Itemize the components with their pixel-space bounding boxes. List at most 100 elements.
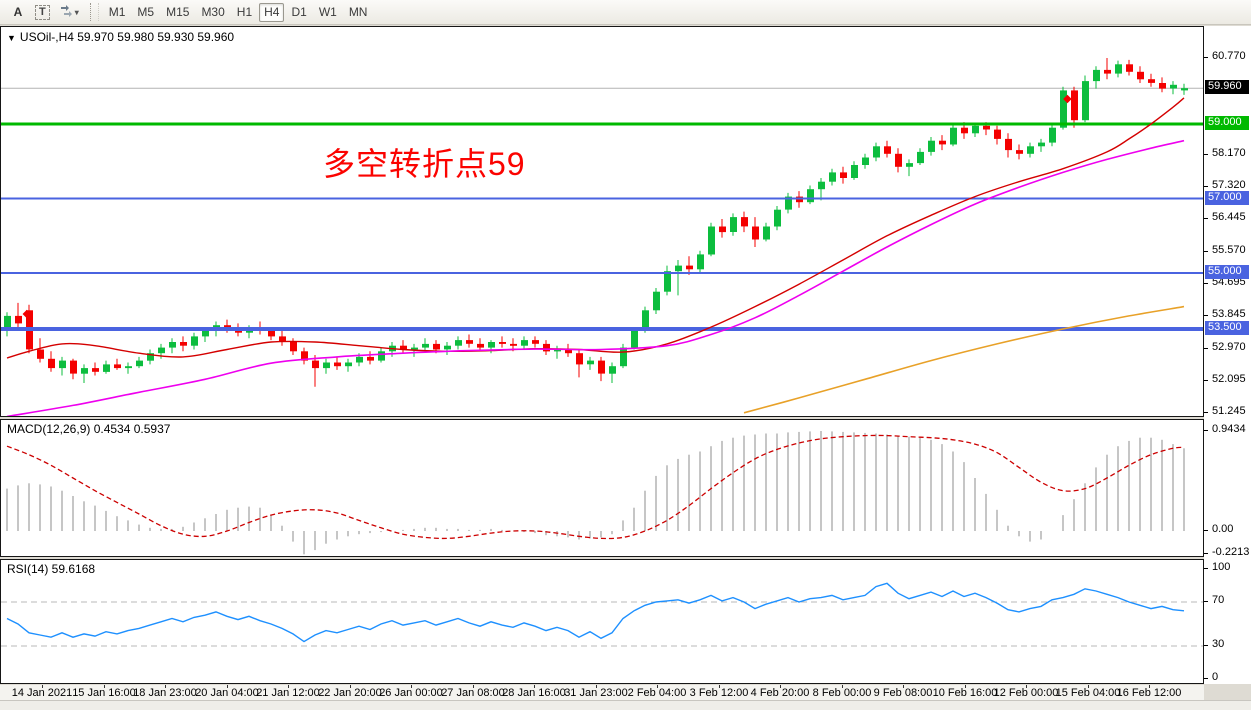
time-tick-label: 14 Jan 2021 [11, 687, 73, 699]
time-tick-mark [719, 685, 720, 688]
rsi-pane[interactable]: RSI(14) 59.6168 [0, 559, 1204, 684]
price-tick-label: 57.320 [1212, 179, 1246, 191]
time-tick-mark [350, 685, 351, 688]
text-label-icon: T [35, 4, 50, 20]
price-tick-label: 53.845 [1212, 308, 1246, 320]
candlestick-canvas[interactable] [1, 27, 1203, 416]
timeframe-m30-button[interactable]: M30 [196, 3, 229, 22]
time-tick-mark [780, 685, 781, 688]
time-tick-mark [965, 685, 966, 688]
price-tick-label: 0.00 [1212, 523, 1234, 535]
time-tick-label: 2 Feb 04:00 [627, 687, 687, 699]
timeframe-m15-button[interactable]: M15 [161, 3, 194, 22]
time-tick-mark [1088, 685, 1089, 688]
price-tick-mark [1204, 315, 1208, 316]
main-chart-pane[interactable]: ▼ USOil-,H4 59.970 59.980 59.930 59.960 多… [0, 26, 1204, 417]
time-tick-label: 27 Jan 08:00 [441, 687, 505, 699]
timeframe-w1-button[interactable]: W1 [314, 3, 342, 22]
time-tick-label: 9 Feb 08:00 [873, 687, 933, 699]
price-tick-mark [1204, 251, 1208, 252]
price-tick-mark [1204, 57, 1208, 58]
price-tick-mark [1204, 601, 1208, 602]
timeframe-h1-button[interactable]: H1 [232, 3, 257, 22]
price-tick-mark [1204, 553, 1208, 554]
arrows-icon [60, 4, 73, 20]
time-tick-mark [411, 685, 412, 688]
price-tick-label: 60.770 [1212, 50, 1246, 62]
timeframe-m1-button[interactable]: M1 [104, 3, 131, 22]
time-tick-mark [657, 685, 658, 688]
time-tick-label: 10 Feb 16:00 [932, 687, 998, 699]
price-tick-mark [1204, 645, 1208, 646]
price-tick-label: 56.445 [1212, 211, 1246, 223]
price-tick-mark [1204, 348, 1208, 349]
time-tick-mark [473, 685, 474, 688]
time-tick-label: 26 Jan 00:00 [379, 687, 443, 699]
time-tick-mark [227, 685, 228, 688]
price-tick-label: 0 [1212, 671, 1219, 683]
price-tick-mark [1204, 412, 1208, 413]
price-tick-label: 54.695 [1212, 276, 1246, 288]
timeframe-m5-button[interactable]: M5 [132, 3, 159, 22]
time-tick-label: 31 Jan 23:00 [564, 687, 628, 699]
price-badge: 59.960 [1205, 80, 1249, 94]
style-dropdown-button[interactable]: ▾ [56, 2, 83, 22]
price-tick-label: 52.095 [1212, 373, 1246, 385]
chevron-down-icon: ▾ [74, 7, 79, 17]
time-tick-label: 3 Feb 12:00 [689, 687, 749, 699]
time-tick-label: 28 Jan 16:00 [502, 687, 566, 699]
price-tick-label: 100 [1212, 561, 1231, 573]
price-tick-label: 52.970 [1212, 341, 1246, 353]
chart-title: ▼ USOil-,H4 59.970 59.980 59.930 59.960 [7, 30, 234, 44]
time-tick-label: 8 Feb 00:00 [812, 687, 872, 699]
time-tick-label: 16 Feb 12:00 [1116, 687, 1182, 699]
time-tick-mark [288, 685, 289, 688]
annotation-text: 多空转折点59 [323, 146, 526, 182]
price-tick-mark [1204, 430, 1208, 431]
time-tick-label: 12 Feb 00:00 [993, 687, 1059, 699]
macd-label: MACD(12,26,9) 0.4534 0.5937 [7, 422, 171, 436]
rsi-label: RSI(14) 59.6168 [7, 562, 96, 576]
timeframe-d1-button[interactable]: D1 [286, 3, 311, 22]
time-axis[interactable]: 14 Jan 2021 15 Jan 16:00 18 Jan 23:00 20 Ja… [0, 685, 1204, 700]
macd-canvas[interactable] [1, 420, 1203, 556]
price-tick-label: 55.570 [1212, 244, 1246, 256]
time-tick-label: 20 Jan 04:00 [195, 687, 259, 699]
time-tick-label: 15 Feb 04:00 [1055, 687, 1121, 699]
price-axis[interactable]: 60.770 58.170 57.320 56.445 55.570 54.695 53.8… [1204, 26, 1251, 684]
toolbar-separator [89, 3, 99, 21]
price-tick-mark [1204, 530, 1208, 531]
time-tick-mark [534, 685, 535, 688]
timeframe-h4-button[interactable]: H4 [259, 2, 285, 22]
text-tool-button[interactable]: A [7, 2, 29, 22]
price-tick-mark [1204, 380, 1208, 381]
time-tick-mark [903, 685, 904, 688]
timeframe-mn-button[interactable]: MN [344, 3, 373, 22]
rsi-canvas[interactable] [1, 560, 1203, 683]
price-tick-label: 30 [1212, 638, 1225, 650]
price-tick-label: 70 [1212, 594, 1225, 606]
time-tick-mark [104, 685, 105, 688]
time-tick-label: 21 Jan 12:00 [256, 687, 320, 699]
timeframe-group: M1 M5 M15 M30 H1 H4 D1 W1 MN [103, 2, 374, 22]
time-tick-label: 4 Feb 20:00 [750, 687, 810, 699]
chart-menu-icon[interactable]: ▼ [7, 33, 16, 43]
toolbar: A T ▾ M1 M5 M15 M30 H1 H4 D1 W1 MN [0, 0, 1251, 25]
price-badge: 55.000 [1205, 265, 1249, 279]
time-tick-label: 18 Jan 23:00 [133, 687, 197, 699]
text-label-tool-button[interactable]: T [31, 2, 54, 22]
time-tick-label: 22 Jan 20:00 [318, 687, 382, 699]
time-tick-label: 15 Jan 16:00 [72, 687, 136, 699]
price-tick-label: 0.9434 [1212, 423, 1246, 435]
price-tick-mark [1204, 568, 1208, 569]
price-tick-mark [1204, 218, 1208, 219]
status-bar [0, 700, 1251, 710]
symbol-ohlc-text: USOil-,H4 59.970 59.980 59.930 59.960 [19, 30, 235, 44]
macd-pane[interactable]: MACD(12,26,9) 0.4534 0.5937 [0, 419, 1204, 557]
time-tick-mark [165, 685, 166, 688]
price-tick-mark [1204, 154, 1208, 155]
price-badge: 59.000 [1205, 116, 1249, 130]
time-tick-mark [42, 685, 43, 688]
price-tick-label: 58.170 [1212, 147, 1246, 159]
